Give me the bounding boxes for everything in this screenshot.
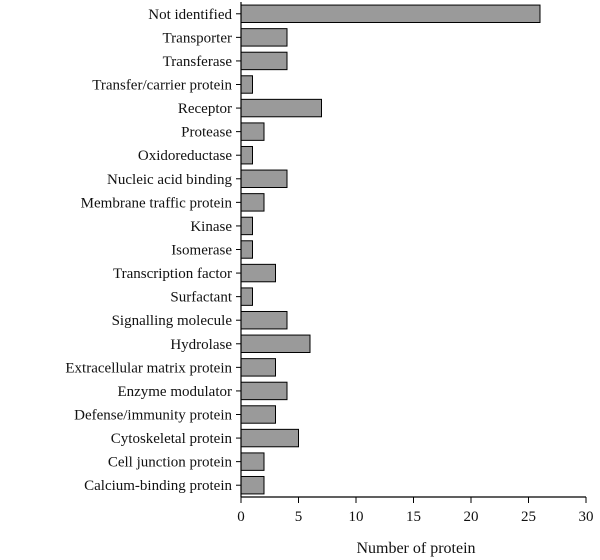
- x-tick-label: 20: [464, 509, 479, 525]
- bars-group: [240, 4, 541, 495]
- bar-enzyme-modulator: [240, 381, 288, 401]
- bar-transferase: [240, 51, 288, 71]
- category-label-isomerase: Isomerase: [171, 243, 232, 259]
- category-label-not-identified: Not identified: [148, 7, 232, 23]
- category-label-transferase: Transferase: [163, 54, 233, 70]
- bar-not-identified: [240, 4, 541, 24]
- category-label-transcription-factor: Transcription factor: [113, 266, 232, 282]
- category-label-calcium-binding-protein: Calcium-binding protein: [84, 478, 232, 494]
- category-label-defense-immunity-protein: Defense/immunity protein: [74, 408, 232, 424]
- bar-surfactant: [240, 287, 253, 306]
- bar-kinase: [240, 216, 253, 236]
- x-tick-label: 25: [521, 509, 536, 525]
- bar-hydrolase: [240, 334, 311, 353]
- bar-cytoskeletal-protein: [240, 428, 299, 448]
- x-axis-title: Number of protein: [356, 540, 475, 557]
- category-label-transporter: Transporter: [163, 30, 232, 46]
- category-label-nucleic-acid-binding: Nucleic acid binding: [107, 172, 232, 188]
- x-ticks: 0 5 10 15 20 25 30: [237, 497, 594, 525]
- bar-protease: [240, 122, 265, 141]
- x-tick-label: 15: [406, 509, 421, 525]
- category-label-signalling-molecule: Signalling molecule: [112, 313, 233, 329]
- bar-transfer-carrier-protein: [240, 75, 253, 94]
- category-label-extracellular-matrix-protein: Extracellular matrix protein: [65, 360, 232, 376]
- bar-nucleic-acid-binding: [240, 169, 288, 188]
- category-label-transfer-carrier-protein: Transfer/carrier protein: [92, 78, 232, 94]
- category-label-cytoskeletal-protein: Cytoskeletal protein: [111, 431, 233, 447]
- bar-calcium-binding-protein: [240, 475, 265, 495]
- category-labels: Not identified Transporter Transferase Tran…: [65, 7, 232, 494]
- bar-membrane-traffic-protein: [240, 193, 265, 212]
- x-tick-label: 30: [579, 509, 594, 525]
- bar-transcription-factor: [240, 263, 276, 283]
- category-label-protease: Protease: [181, 125, 232, 141]
- x-tick-label: 0: [237, 509, 245, 525]
- category-label-kinase: Kinase: [190, 219, 232, 235]
- category-label-oxidoreductase: Oxidoreductase: [138, 148, 232, 164]
- bar-cell-junction-protein: [240, 452, 265, 471]
- category-label-cell-junction-protein: Cell junction protein: [108, 455, 233, 471]
- bar-oxidoreductase: [240, 145, 253, 165]
- bar-isomerase: [240, 240, 253, 259]
- bar-extracellular-matrix-protein: [240, 358, 276, 377]
- axes-group: [236, 2, 586, 498]
- x-tick-label: 10: [349, 509, 364, 525]
- bar-receptor: [240, 98, 322, 118]
- bar-transporter: [240, 28, 288, 47]
- category-label-membrane-traffic-protein: Membrane traffic protein: [81, 195, 233, 211]
- x-tick-label: 5: [295, 509, 303, 525]
- bar-defense-immunity-protein: [240, 405, 276, 424]
- bar-signalling-molecule: [240, 310, 288, 330]
- category-label-receptor: Receptor: [178, 101, 232, 117]
- category-label-hydrolase: Hydrolase: [170, 337, 232, 353]
- category-label-surfactant: Surfactant: [170, 290, 232, 306]
- category-label-enzyme-modulator: Enzyme modulator: [117, 384, 232, 400]
